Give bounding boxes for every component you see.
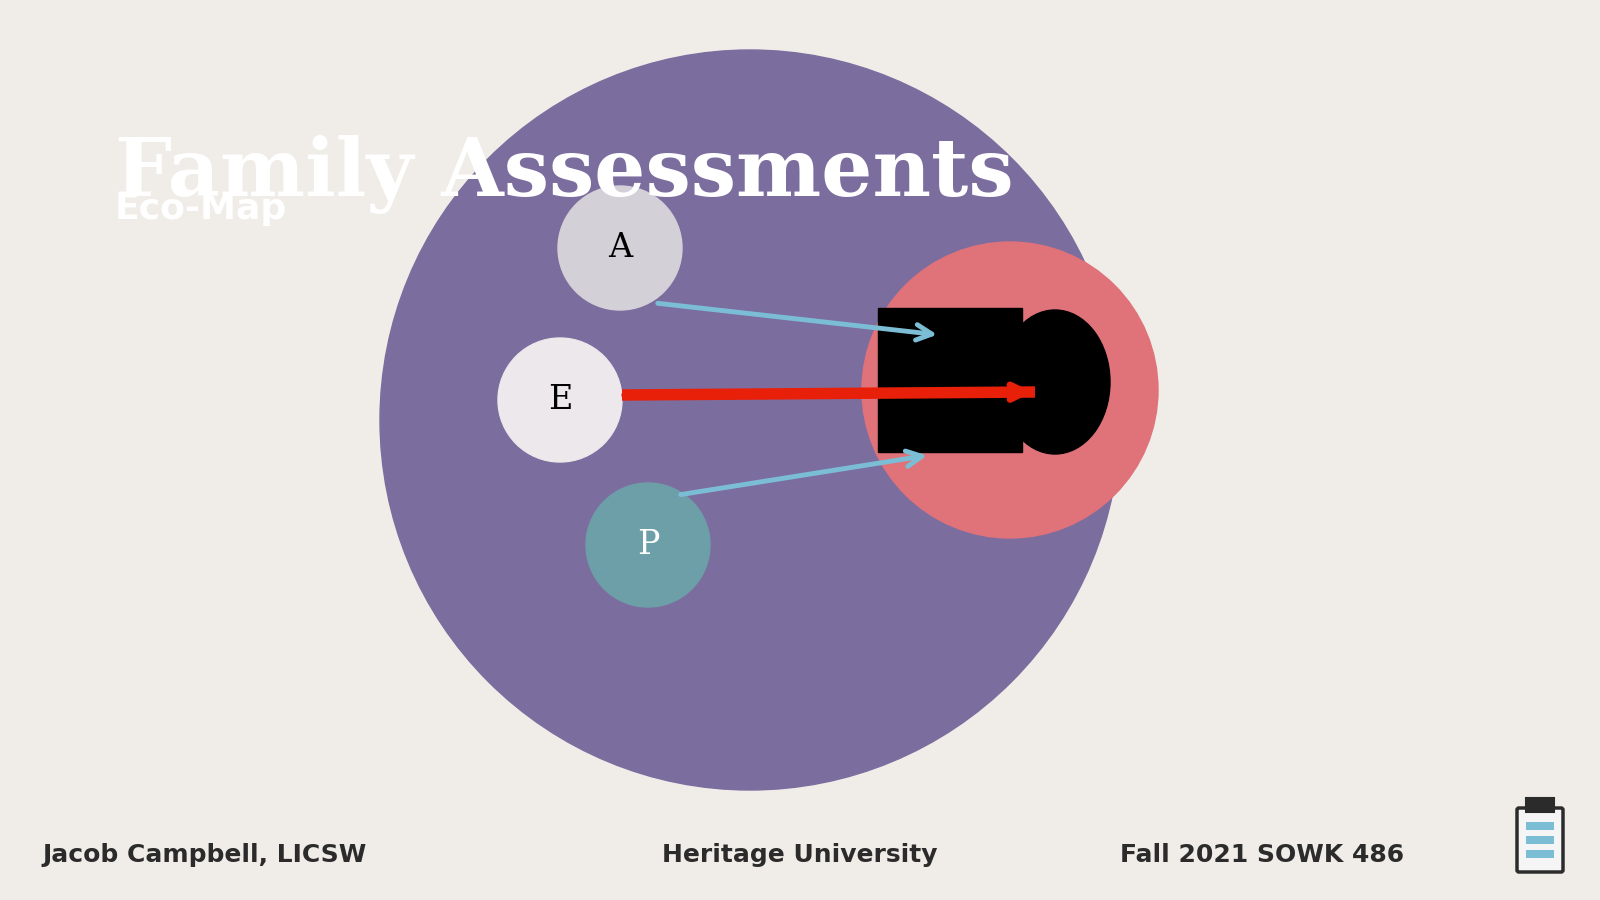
- Bar: [1526, 822, 1554, 830]
- Bar: [878, 308, 1022, 452]
- Circle shape: [558, 186, 682, 310]
- Bar: [1526, 798, 1554, 812]
- Text: P: P: [637, 529, 659, 561]
- Text: A: A: [608, 232, 632, 264]
- Text: Family Assessments: Family Assessments: [115, 135, 1014, 214]
- Circle shape: [862, 242, 1158, 538]
- Ellipse shape: [1000, 310, 1110, 454]
- Circle shape: [586, 483, 710, 607]
- Bar: [1526, 850, 1554, 858]
- Text: Jacob Campbell, LICSW: Jacob Campbell, LICSW: [42, 843, 366, 867]
- Text: Eco-Map: Eco-Map: [115, 192, 288, 226]
- Circle shape: [381, 50, 1120, 790]
- FancyBboxPatch shape: [1517, 808, 1563, 872]
- Circle shape: [498, 338, 622, 462]
- Text: Heritage University: Heritage University: [662, 843, 938, 867]
- Text: Fall 2021 SOWK 486: Fall 2021 SOWK 486: [1120, 843, 1405, 867]
- Bar: [1526, 836, 1554, 844]
- Text: E: E: [547, 384, 573, 416]
